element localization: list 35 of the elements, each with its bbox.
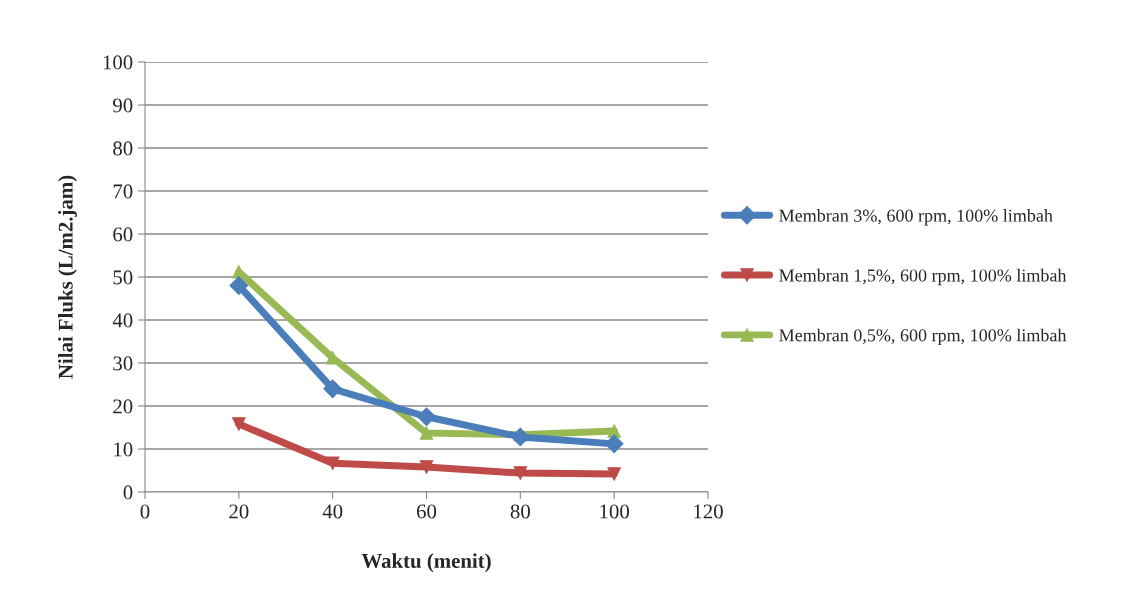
point bbox=[510, 427, 530, 447]
x-tick-label: 40 bbox=[322, 504, 343, 519]
y-tick-label: 100 bbox=[103, 55, 133, 70]
y-tick-label: 20 bbox=[113, 399, 133, 414]
x-tick-label: 60 bbox=[416, 504, 437, 519]
legend-label: Membran 0,5%, 600 rpm, 100% limbah bbox=[779, 328, 1067, 346]
y-tick-label: 0 bbox=[123, 485, 133, 500]
point bbox=[323, 379, 343, 399]
x-tick-label: 80 bbox=[510, 504, 530, 519]
y-tick-label: 70 bbox=[113, 184, 133, 199]
x-tick-label: 120 bbox=[694, 504, 723, 519]
point bbox=[513, 466, 528, 480]
y-tick-label: 30 bbox=[113, 356, 133, 371]
x-tick-label: 100 bbox=[600, 504, 629, 519]
y-axis-title: Nilai Fluks (L/m2.jam) bbox=[58, 175, 77, 379]
point bbox=[417, 407, 436, 427]
y-tick-label: 40 bbox=[112, 313, 133, 328]
point bbox=[419, 460, 434, 474]
y-tick-label: 90 bbox=[113, 98, 133, 113]
y-tick-label: 10 bbox=[114, 442, 133, 457]
point bbox=[229, 276, 249, 295]
x-tick-label: 0 bbox=[140, 504, 150, 519]
point bbox=[419, 426, 434, 440]
y-tick-label: 60 bbox=[113, 227, 133, 242]
point bbox=[607, 467, 621, 481]
x-tick-label: 20 bbox=[229, 504, 249, 519]
point bbox=[607, 424, 621, 438]
point bbox=[325, 456, 340, 470]
point bbox=[232, 417, 246, 431]
legend-label: Membran 3%, 600 rpm, 100% limbah bbox=[779, 209, 1053, 226]
point bbox=[604, 434, 624, 454]
y-tick-label: 80 bbox=[113, 141, 133, 156]
legend-label: Membran 1,5%, 600 rpm, 100% limbah bbox=[779, 268, 1067, 286]
x-axis-title: Waktu (menit) bbox=[361, 553, 491, 573]
y-tick-label: 50 bbox=[113, 270, 133, 285]
